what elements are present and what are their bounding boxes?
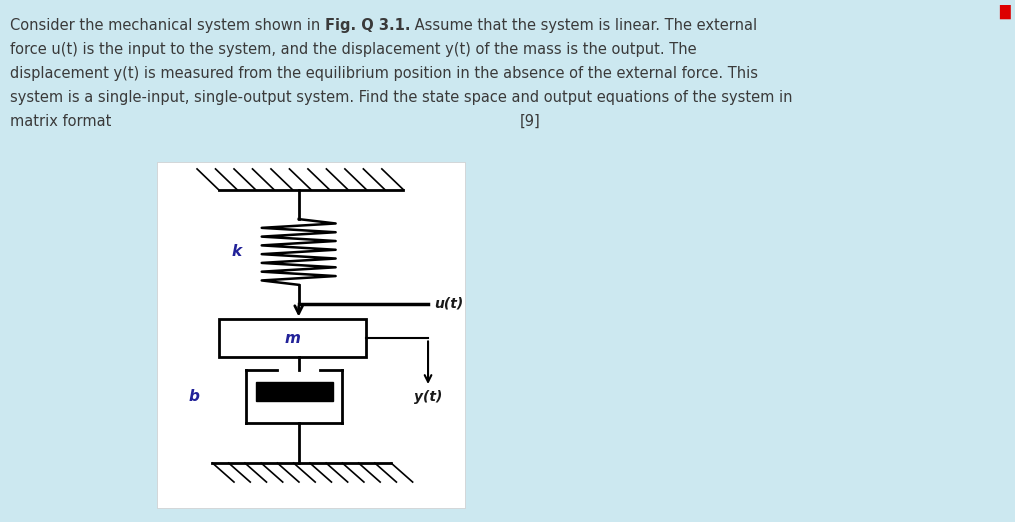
- Text: displacement y(t) is measured from the equilibrium position in the absence of th: displacement y(t) is measured from the e…: [10, 66, 758, 81]
- Text: Fig. Q 3.1.: Fig. Q 3.1.: [325, 18, 410, 33]
- Text: y(t): y(t): [414, 390, 443, 405]
- Text: b: b: [189, 389, 199, 404]
- Text: u(t): u(t): [434, 297, 464, 311]
- Text: Assume that the system is linear. The external: Assume that the system is linear. The ex…: [410, 18, 757, 33]
- Text: matrix format: matrix format: [10, 114, 112, 129]
- Text: █: █: [1000, 5, 1010, 19]
- Text: Consider the mechanical system shown in: Consider the mechanical system shown in: [10, 18, 325, 33]
- Bar: [157, 162, 465, 508]
- Bar: [218, 319, 366, 358]
- Text: system is a single-input, single-output system. Find the state space and output : system is a single-input, single-output …: [10, 90, 793, 105]
- Text: k: k: [232, 244, 243, 259]
- Bar: [256, 382, 333, 401]
- Text: [9]: [9]: [520, 114, 540, 129]
- Text: force u(t) is the input to the system, and the displacement y(t) of the mass is : force u(t) is the input to the system, a…: [10, 42, 696, 57]
- Text: m: m: [284, 331, 300, 346]
